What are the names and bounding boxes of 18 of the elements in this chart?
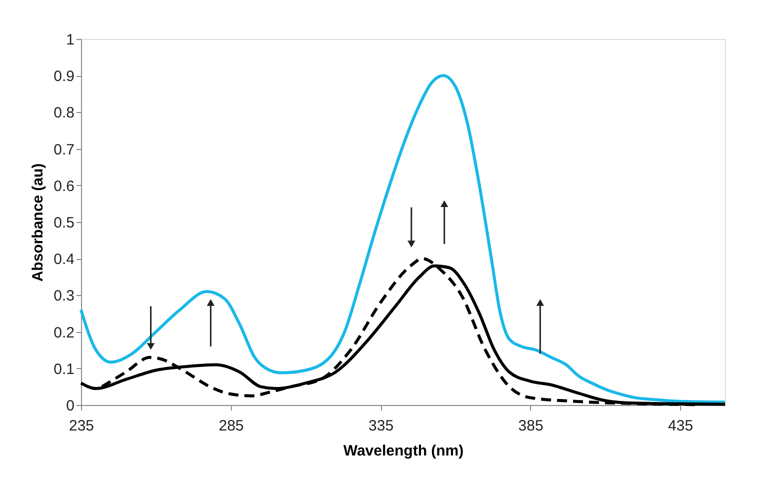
x-tick-label: 335 (368, 418, 394, 434)
y-tick-label: 0.4 (54, 251, 74, 268)
y-tick-label: 0.3 (54, 288, 74, 305)
y-tick-label: 0.5 (54, 214, 74, 232)
x-tick-label: 435 (668, 418, 694, 434)
x-tick-label: 235 (68, 418, 94, 434)
y-tick-label: 0.8 (54, 104, 74, 122)
y-tick-label: 0.7 (54, 141, 74, 158)
y-tick-label: 0.6 (54, 178, 74, 195)
x-axis-title: Wavelength (nm) (343, 442, 464, 460)
y-tick-label: 1 (66, 32, 74, 48)
y-tick-label: 0.9 (54, 68, 74, 86)
y-tick-label: 0.1 (54, 360, 74, 378)
x-tick-label: 285 (218, 418, 244, 434)
y-tick-label: 0 (66, 398, 74, 414)
y-tick-label: 0.2 (54, 324, 74, 342)
x-tick-label: 385 (518, 418, 544, 434)
y-axis-title: Absorbance (au) (30, 163, 47, 282)
